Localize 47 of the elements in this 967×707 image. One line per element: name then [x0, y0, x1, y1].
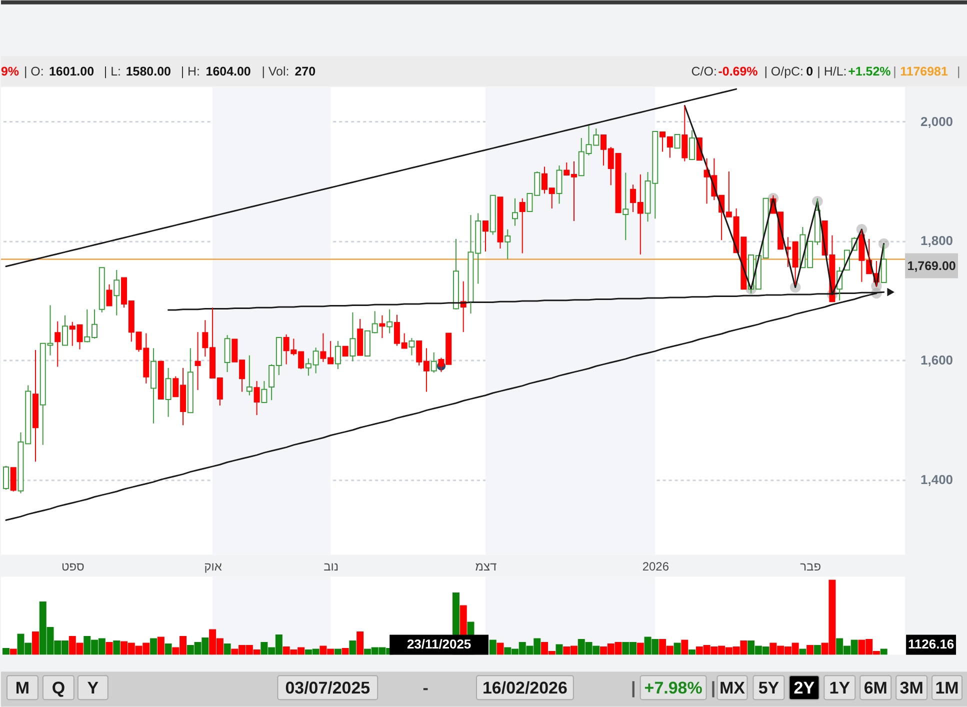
text: 1M: [935, 678, 959, 698]
x-tick-label: ספט: [61, 559, 84, 574]
text: | O/pC:: [764, 64, 804, 78]
text: | Vol:: [262, 64, 290, 78]
x-tick-label: 2026: [642, 559, 670, 574]
x-tick-label: פבר: [800, 559, 821, 574]
text: |: [893, 64, 896, 78]
text: -0.69%: [718, 64, 758, 78]
x-tick-label: אוק: [204, 559, 222, 574]
text: M: [15, 678, 30, 698]
text: |: [710, 678, 716, 698]
text: 2Y: [794, 678, 816, 698]
text: 1601.00: [48, 64, 94, 78]
text: 0: [806, 64, 814, 78]
annotation: 23/11/2025: [406, 636, 472, 652]
text: 1176981: [900, 64, 948, 78]
text: Y: [87, 678, 100, 698]
text: |: [630, 678, 636, 698]
y-tick-label: 1,800: [920, 233, 954, 248]
text: 1604.00: [206, 64, 251, 78]
text: C/O:: [691, 64, 717, 78]
text: +1.52%: [848, 64, 891, 78]
text: | O:: [24, 64, 44, 78]
y-tick-label: 2,000: [920, 114, 954, 129]
ref-line-label: 1,769.00: [907, 259, 956, 274]
text: -: [422, 678, 428, 698]
text: | L:: [104, 64, 121, 78]
text: +7.98%: [644, 678, 702, 698]
text: 270: [294, 64, 316, 78]
x-tick-label: נוב: [324, 559, 339, 574]
text: 3M: [900, 678, 924, 698]
text: 1126.16: [908, 636, 954, 652]
text: 16/02/2026: [482, 678, 568, 698]
text: 1Y: [829, 678, 851, 698]
y-tick-label: 1,600: [920, 352, 954, 368]
text: 9%: [1, 64, 20, 78]
text: | H:: [180, 64, 200, 78]
text: Q: [52, 678, 66, 698]
text: 6M: [864, 678, 888, 698]
x-tick-label: דצמ: [475, 559, 498, 574]
text: MX: [720, 678, 746, 698]
text: 03/07/2025: [285, 678, 370, 698]
text: | H/L:: [817, 64, 847, 78]
text: 1580.00: [126, 64, 172, 78]
text: |: [957, 64, 960, 78]
y-tick-label: 1,400: [920, 472, 954, 488]
text: 5Y: [758, 678, 780, 698]
